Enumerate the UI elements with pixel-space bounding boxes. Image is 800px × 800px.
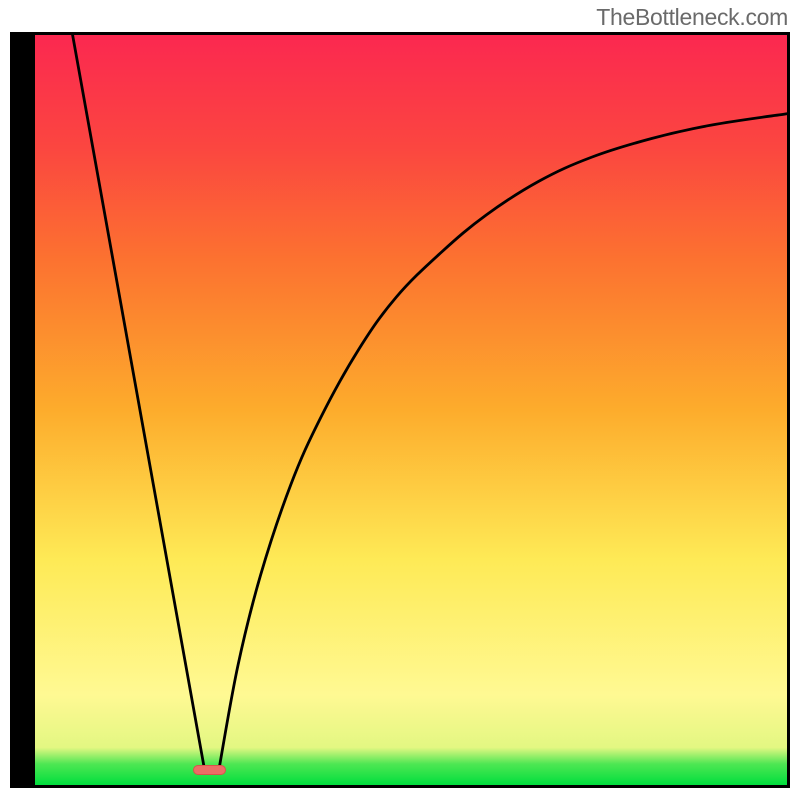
watermark-text: TheBottleneck.com: [596, 4, 788, 31]
plot-area: [35, 35, 787, 785]
curve-left-line: [73, 35, 205, 768]
curve-right-curve: [219, 114, 787, 768]
plot-curves: [35, 35, 787, 785]
figure-root: TheBottleneck.com: [0, 0, 800, 800]
chart-frame: [10, 32, 790, 788]
min-marker-pill: [193, 765, 227, 776]
